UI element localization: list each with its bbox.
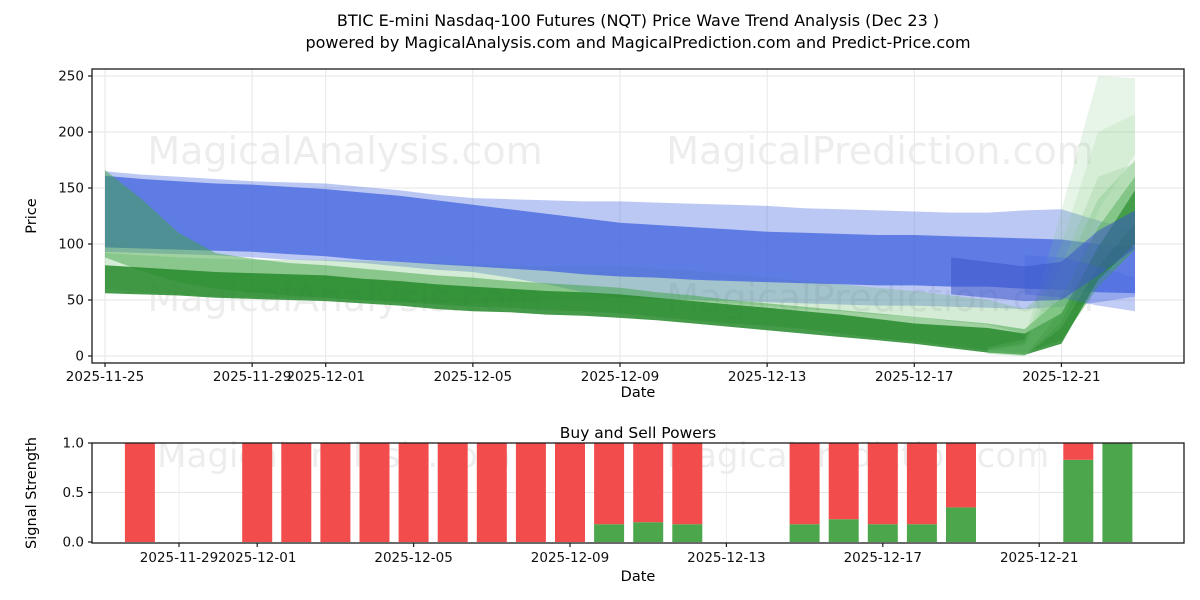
top-ytick-label: 0 — [75, 349, 84, 365]
chart-title: BTIC E-mini Nasdaq-100 Futures (NQT) Pri… — [336, 11, 940, 30]
top-xtick-label: 2025-12-17 — [875, 369, 953, 385]
buy-bar-2025-12-22 — [1063, 459, 1094, 542]
bottom-xtick-label: 2025-12-01 — [218, 550, 296, 566]
top-xtick-label: 2025-11-29 — [213, 369, 291, 385]
top-xtick-label: 2025-12-05 — [434, 369, 512, 385]
buy-bar-2025-12-18 — [906, 524, 937, 542]
sell-bar-2025-12-05 — [398, 443, 429, 542]
top-xtick-label: 2025-12-09 — [581, 369, 659, 385]
sell-bar-2025-12-08 — [515, 443, 546, 542]
buy-bar-2025-12-10 — [594, 524, 625, 542]
bottom-ytick-label: 1.0 — [63, 436, 84, 452]
bottom-x-axis-label: Date — [620, 569, 656, 585]
band-blue-core-wave — [105, 175, 1135, 294]
sell-bar-2025-12-10 — [594, 443, 625, 525]
buy-bar-2025-12-15 — [789, 524, 820, 542]
top-xtick-label: 2025-12-21 — [1022, 369, 1100, 385]
bottom-chart-title: Buy and Sell Powers — [559, 424, 717, 442]
top-ytick-label: 50 — [67, 293, 84, 309]
signal-bars — [124, 443, 1133, 542]
bottom-xtick-label: 2025-12-17 — [844, 550, 922, 566]
top-ytick-label: 100 — [58, 237, 84, 253]
band-green-dark-wave — [105, 190, 1135, 355]
top-ytick-label: 250 — [58, 69, 84, 85]
sell-bar-2025-12-02 — [281, 443, 312, 542]
bottom-xtick-label: 2025-12-05 — [374, 550, 452, 566]
band-green-fan-low — [987, 163, 1135, 356]
top-xtick-label: 2025-11-25 — [66, 369, 144, 385]
chart-subtitle: powered by MagicalAnalysis.com and Magic… — [305, 33, 971, 52]
bottom-xtick-label: 2025-12-13 — [687, 550, 765, 566]
wave-bands — [105, 76, 1135, 356]
sell-bar-2025-12-18 — [906, 443, 937, 525]
sell-bar-2025-12-03 — [320, 443, 351, 542]
buy-bar-2025-12-16 — [828, 519, 859, 542]
band-green-fan-mid — [987, 114, 1135, 356]
buy-bar-2025-12-23 — [1102, 443, 1133, 542]
top-ytick-label: 150 — [58, 181, 84, 197]
top-x-axis-label: Date — [620, 385, 656, 401]
bottom-ytick-label: 0.0 — [63, 535, 84, 551]
sell-bar-2025-12-17 — [867, 443, 898, 525]
sell-bar-2025-12-09 — [555, 443, 585, 542]
top-xtick-label: 2025-12-01 — [286, 369, 364, 385]
buy-bar-2025-12-12 — [672, 524, 703, 542]
band-blue-end-rise — [951, 210, 1135, 302]
top-xtick-label: 2025-12-13 — [728, 369, 806, 385]
sell-bar-2025-12-01 — [242, 443, 273, 542]
bottom-xtick-label: 2025-12-21 — [1000, 550, 1078, 566]
bottom-xtick-label: 2025-12-09 — [531, 550, 609, 566]
sell-bar-2025-11-28 — [124, 443, 155, 542]
sell-bar-2025-12-07 — [476, 443, 507, 542]
top-ytick-label: 200 — [58, 125, 84, 141]
sell-bar-2025-12-19 — [946, 443, 976, 508]
sell-bar-2025-12-15 — [789, 443, 820, 525]
sell-bar-2025-12-12 — [672, 443, 703, 525]
buy-bar-2025-12-17 — [867, 524, 898, 542]
top-plot-frame — [91, 68, 1185, 364]
sell-bar-2025-12-16 — [828, 443, 859, 520]
sell-bar-2025-12-06 — [437, 443, 468, 542]
sell-bar-2025-12-22 — [1063, 443, 1094, 460]
sell-bar-2025-12-11 — [633, 443, 664, 523]
bottom-ytick-label: 0.5 — [63, 485, 84, 501]
sell-bar-2025-12-04 — [359, 443, 390, 542]
band-green-fan-high — [987, 76, 1135, 356]
buy-bar-2025-12-11 — [633, 522, 664, 542]
buy-bar-2025-12-19 — [946, 507, 976, 542]
bottom-xtick-label: 2025-11-29 — [140, 550, 218, 566]
